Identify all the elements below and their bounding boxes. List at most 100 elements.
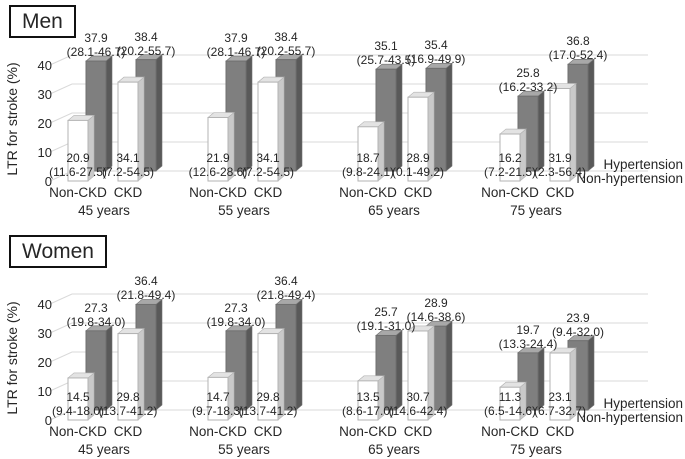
non-hypertension-label: 34.1 (7.2-54.5) xyxy=(102,151,154,179)
men-panel: Men 0 10 20 30 40 LTR for stroke (%) 37.9 (28.1… xyxy=(4,5,683,218)
non-hypertension-label: 11.3 (6.5-14.6) xyxy=(484,390,536,418)
hypertension-label-ci: (28.1-46.7) xyxy=(206,45,266,60)
hypertension-label-value: 28.9 xyxy=(424,296,448,311)
non-hypertension-label-ci: (7.2-54.5) xyxy=(241,165,295,179)
hypertension-label-ci: (20.2-55.7) xyxy=(256,43,316,58)
non-hypertension-bar xyxy=(499,381,527,421)
non-hypertension-bar-front xyxy=(499,133,521,182)
non-hypertension-label-ci: (0.1-49.2) xyxy=(391,165,445,179)
non-hypertension-bar xyxy=(257,327,285,421)
non-hypertension-label-value: 16.2 xyxy=(498,151,522,165)
hypertension-label-ci: (21.8-49.4) xyxy=(116,288,176,303)
hypertension-label-value: 38.4 xyxy=(134,29,158,44)
non-hypertension-label-value: 34.1 xyxy=(256,151,280,165)
non-hypertension-label-value: 18.7 xyxy=(356,151,380,165)
non-hypertension-bar-front xyxy=(357,380,379,421)
non-hypertension-label-ci: (6.5-14.6) xyxy=(483,404,537,418)
hypertension-label-ci: (16.2-33.2) xyxy=(498,80,558,95)
hypertension-label: 37.9 (28.1-46.7) xyxy=(67,31,126,59)
category-label-non-ckd: Non-CKD xyxy=(49,424,107,439)
age-group-label: 65 years xyxy=(368,442,420,457)
category-label-ckd: CKD xyxy=(113,185,143,200)
hypertension-label-value: 38.4 xyxy=(274,29,298,44)
non-hypertension-bar xyxy=(117,76,145,182)
y-tick-10: 10 xyxy=(37,384,52,399)
category-label-non-ckd: Non-CKD xyxy=(49,185,107,200)
non-hypertension-label: 14.5 (9.4-18.0) xyxy=(52,390,104,418)
non-hypertension-bar-front xyxy=(407,96,429,182)
non-hypertension-label: 34.1 (7.2-54.5) xyxy=(242,151,294,179)
non-hypertension-bar-front xyxy=(117,333,139,421)
non-hypertension-label-ci: (9.8-24.1) xyxy=(341,165,395,179)
non-hypertension-bar xyxy=(207,111,235,182)
non-hypertension-label-value: 29.8 xyxy=(116,390,140,404)
age-group-label: 55 years xyxy=(218,442,270,457)
hypertension-label-value: 37.9 xyxy=(224,31,248,46)
men-chart-area xyxy=(49,53,648,182)
hypertension-label: 35.1 (25.7-43.5) xyxy=(357,39,416,67)
age-group-label: 45 years xyxy=(78,203,130,218)
category-label-non-ckd: Non-CKD xyxy=(339,185,397,200)
category-label-ckd: CKD xyxy=(113,424,143,439)
hypertension-label-ci: (20.2-55.7) xyxy=(116,43,176,58)
hypertension-bar-side xyxy=(155,53,163,172)
legend-hypertension: Hypertension xyxy=(603,396,683,411)
age-group-label: 75 years xyxy=(510,442,562,457)
hypertension-label-ci: (19.8-34.0) xyxy=(206,314,266,329)
non-hypertension-bar-front xyxy=(407,330,429,421)
hypertension-label-ci: (14.6-38.6) xyxy=(406,310,466,325)
non-hypertension-bar xyxy=(257,76,285,182)
hypertension-label-ci: (17.0-52.4) xyxy=(548,48,608,63)
non-hypertension-label-ci: (13.7-41.2) xyxy=(98,404,158,418)
women-panel: Women 0 10 20 30 40 LTR for stroke (%) 27.3 (19… xyxy=(0,230,685,459)
age-group-label: 55 years xyxy=(218,203,270,218)
category-label-non-ckd: Non-CKD xyxy=(481,424,539,439)
non-hypertension-label-ci: (7.2-54.5) xyxy=(101,165,155,179)
category-label-ckd: CKD xyxy=(545,424,575,439)
non-hypertension-label-ci: (6.7-32.7) xyxy=(533,404,587,418)
hypertension-label-value: 27.3 xyxy=(84,300,108,315)
hypertension-label: 25.8 (16.2-33.2) xyxy=(499,66,558,94)
hypertension-label-ci: (25.7-43.5) xyxy=(356,53,416,68)
non-hypertension-bar xyxy=(407,325,435,421)
hypertension-label-value: 23.9 xyxy=(566,310,590,325)
gridline-40 xyxy=(49,54,648,66)
non-hypertension-bar-front xyxy=(117,81,139,182)
non-hypertension-label-ci: (9.4-18.0) xyxy=(51,404,105,418)
legend-hypertension: Hypertension xyxy=(603,157,683,172)
hypertension-label: 36.8 (17.0-52.4) xyxy=(549,34,608,62)
non-hypertension-label-ci: (8.6-17.0) xyxy=(341,404,395,418)
y-axis-label: LTR for stroke (%) xyxy=(4,301,20,415)
category-label-ckd: CKD xyxy=(253,185,283,200)
non-hypertension-bar xyxy=(67,114,95,182)
hypertension-label: 38.4 (20.2-55.7) xyxy=(257,30,316,58)
non-hypertension-label-ci: (13.7-41.2) xyxy=(238,404,298,418)
non-hypertension-label-ci: (11.6-27.5) xyxy=(49,165,107,179)
non-hypertension-bar xyxy=(67,372,95,421)
non-hypertension-bar xyxy=(357,375,385,421)
non-hypertension-bar-front xyxy=(67,377,89,421)
hypertension-bar-side xyxy=(295,53,303,172)
non-hypertension-bar-front xyxy=(549,87,571,182)
non-hypertension-label-ci: (12.6-28.6) xyxy=(188,165,248,179)
women-title-box: Women xyxy=(9,235,107,268)
non-hypertension-label: 28.9 (0.1-49.2) xyxy=(392,151,444,179)
men-title: Men xyxy=(22,10,63,33)
y-tick-10: 10 xyxy=(37,145,52,160)
non-hypertension-label-value: 29.8 xyxy=(256,390,280,404)
non-hypertension-label-value: 14.7 xyxy=(206,390,230,404)
hypertension-label: 37.9 (28.1-46.7) xyxy=(207,31,266,59)
category-label-non-ckd: Non-CKD xyxy=(189,424,247,439)
age-group-label: 65 years xyxy=(368,203,420,218)
non-hypertension-label: 21.9 (12.6-28.6) xyxy=(189,151,248,179)
non-hypertension-label-value: 28.9 xyxy=(406,151,430,165)
hypertension-label-value: 25.8 xyxy=(516,66,540,81)
y-tick-40: 40 xyxy=(37,297,52,312)
non-hypertension-label: 23.1 (6.7-32.7) xyxy=(534,390,586,418)
non-hypertension-bar-front xyxy=(207,116,229,182)
hypertension-label: 23.9 (9.4-32.0) xyxy=(552,311,604,339)
hypertension-label: 36.4 (21.8-49.4) xyxy=(257,274,316,302)
non-hypertension-label-value: 34.1 xyxy=(116,151,140,165)
hypertension-label: 19.7 (13.3-24.4) xyxy=(499,323,558,351)
category-label-ckd: CKD xyxy=(253,424,283,439)
